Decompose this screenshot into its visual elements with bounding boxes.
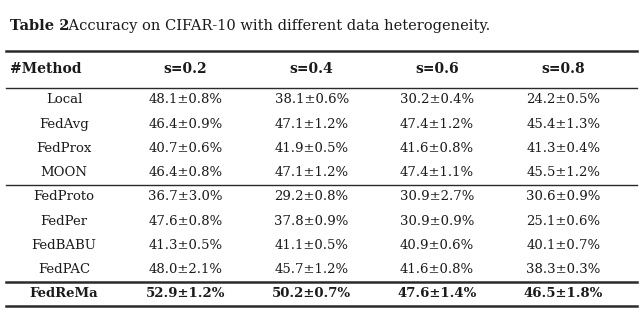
Text: 46.5±1.8%: 46.5±1.8% xyxy=(524,287,603,300)
Text: 41.6±0.8%: 41.6±0.8% xyxy=(400,142,474,155)
Text: 45.7±1.2%: 45.7±1.2% xyxy=(275,263,349,276)
Text: MOON: MOON xyxy=(40,166,88,179)
Text: #Method: #Method xyxy=(10,63,81,76)
Text: FedPAC: FedPAC xyxy=(38,263,90,276)
Text: 41.6±0.8%: 41.6±0.8% xyxy=(400,263,474,276)
Text: s=0.4: s=0.4 xyxy=(290,63,333,76)
Text: 30.6±0.9%: 30.6±0.9% xyxy=(526,190,600,203)
Text: 30.2±0.4%: 30.2±0.4% xyxy=(400,93,474,106)
Text: 25.1±0.6%: 25.1±0.6% xyxy=(526,215,600,227)
Text: 29.2±0.8%: 29.2±0.8% xyxy=(275,190,349,203)
Text: FedPer: FedPer xyxy=(40,215,88,227)
Text: 24.2±0.5%: 24.2±0.5% xyxy=(526,93,600,106)
Text: 47.1±1.2%: 47.1±1.2% xyxy=(275,166,349,179)
Text: 41.1±0.5%: 41.1±0.5% xyxy=(275,239,349,252)
Text: 41.9±0.5%: 41.9±0.5% xyxy=(275,142,349,155)
Text: 52.9±1.2%: 52.9±1.2% xyxy=(146,287,225,300)
Text: 47.6±1.4%: 47.6±1.4% xyxy=(397,287,477,300)
Text: 47.4±1.2%: 47.4±1.2% xyxy=(400,118,474,130)
Text: FedProx: FedProx xyxy=(36,142,92,155)
Text: s=0.8: s=0.8 xyxy=(541,63,585,76)
Text: 38.3±0.3%: 38.3±0.3% xyxy=(526,263,600,276)
Text: s=0.6: s=0.6 xyxy=(415,63,459,76)
Text: 37.8±0.9%: 37.8±0.9% xyxy=(275,215,349,227)
Text: Table 2: Table 2 xyxy=(10,19,69,33)
Text: 38.1±0.6%: 38.1±0.6% xyxy=(275,93,349,106)
Text: 47.4±1.1%: 47.4±1.1% xyxy=(400,166,474,179)
Text: 40.7±0.6%: 40.7±0.6% xyxy=(148,142,223,155)
Text: FedAvg: FedAvg xyxy=(39,118,89,130)
Text: FedBABU: FedBABU xyxy=(31,239,97,252)
Text: 48.1±0.8%: 48.1±0.8% xyxy=(148,93,223,106)
Text: 46.4±0.8%: 46.4±0.8% xyxy=(148,166,223,179)
Text: 40.9±0.6%: 40.9±0.6% xyxy=(400,239,474,252)
Text: 48.0±2.1%: 48.0±2.1% xyxy=(148,263,223,276)
Text: 41.3±0.5%: 41.3±0.5% xyxy=(148,239,223,252)
Text: 50.2±0.7%: 50.2±0.7% xyxy=(272,287,351,300)
Text: FedReMa: FedReMa xyxy=(29,287,99,300)
Text: 45.4±1.3%: 45.4±1.3% xyxy=(526,118,600,130)
Text: 40.1±0.7%: 40.1±0.7% xyxy=(526,239,600,252)
Text: 30.9±2.7%: 30.9±2.7% xyxy=(400,190,474,203)
Text: FedProto: FedProto xyxy=(33,190,95,203)
Text: s=0.2: s=0.2 xyxy=(164,63,207,76)
Text: 46.4±0.9%: 46.4±0.9% xyxy=(148,118,223,130)
Text: 36.7±3.0%: 36.7±3.0% xyxy=(148,190,223,203)
Text: 45.5±1.2%: 45.5±1.2% xyxy=(526,166,600,179)
Text: 30.9±0.9%: 30.9±0.9% xyxy=(400,215,474,227)
Text: 41.3±0.4%: 41.3±0.4% xyxy=(526,142,600,155)
Text: 47.1±1.2%: 47.1±1.2% xyxy=(275,118,349,130)
Text: Local: Local xyxy=(46,93,82,106)
Text: : Accuracy on CIFAR-10 with different data heterogeneity.: : Accuracy on CIFAR-10 with different da… xyxy=(59,19,490,33)
Text: 47.6±0.8%: 47.6±0.8% xyxy=(148,215,223,227)
